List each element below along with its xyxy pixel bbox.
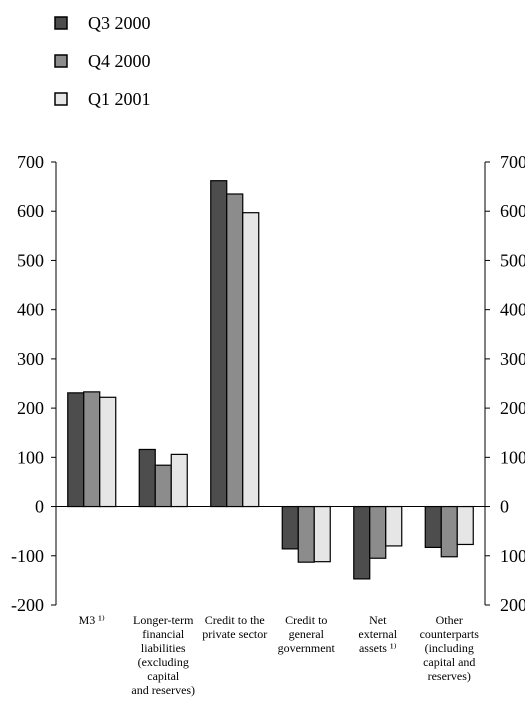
bar-1-6 — [424, 505, 442, 549]
right-tick-label: 300 — [500, 349, 525, 369]
category-label-line: Net — [369, 613, 387, 627]
bar-2-5 — [369, 505, 387, 559]
bar-3-5 — [385, 505, 403, 547]
left-tick-label: 100 — [17, 447, 44, 467]
legend: Q3 2000 Q4 2000 Q1 2001 — [54, 13, 151, 109]
right-tick-label: 100 — [500, 546, 525, 566]
left-tick-label: -100 — [11, 546, 44, 566]
category-label-6: Other counterparts (including capital and re… — [420, 613, 480, 683]
right-tick-label: 700 — [500, 152, 525, 172]
legend-label-3: Q1 2001 — [88, 89, 151, 109]
category-label-line: Other — [436, 613, 463, 627]
bar-1-3 — [210, 180, 228, 508]
right-tick-label: 200 — [500, 398, 525, 418]
bar-1-4 — [281, 505, 299, 550]
category-label-3: Credit to the private sector — [202, 613, 267, 641]
right-tick-label: 0 — [500, 497, 509, 517]
category-label-line: (including — [425, 641, 474, 655]
category-label-4: Credit to general government — [278, 613, 336, 655]
category-label-line: capital and — [423, 655, 475, 669]
bar-2-4 — [297, 505, 315, 563]
bar-1-5 — [353, 505, 371, 580]
category-label-line: private sector — [202, 627, 267, 641]
left-tick-label: 400 — [17, 300, 44, 320]
category-label-line: Credit to — [285, 613, 327, 627]
category-label-line: Credit to the — [205, 613, 265, 627]
category-label-1: M3 ¹⁾ — [79, 613, 105, 627]
bar-2-3 — [226, 193, 244, 508]
left-tick-label: 600 — [17, 201, 44, 221]
legend-swatch-2 — [54, 54, 68, 68]
right-tick-label: 200 — [500, 595, 525, 615]
category-label-line: reserves) — [428, 669, 471, 683]
left-tick-label: 300 — [17, 349, 44, 369]
bar-2-2 — [154, 464, 172, 508]
category-label-line: Longer-term — [133, 613, 194, 627]
axes: 700 700 600 600 500 500 400 400 300 300 200 200 100 1… — [11, 152, 525, 615]
right-tick-label: 600 — [500, 201, 525, 221]
right-tick-label: 100 — [500, 447, 525, 467]
bar-3-2 — [170, 453, 188, 508]
legend-swatch-3 — [54, 92, 68, 106]
left-tick-label: -200 — [11, 595, 44, 615]
category-label-line: external — [358, 627, 397, 641]
bar-3-6 — [456, 505, 474, 546]
bar-3-4 — [313, 505, 331, 563]
bar-3-1 — [99, 396, 117, 508]
left-tick-label: 700 — [17, 152, 44, 172]
category-label-line: assets ¹⁾ — [359, 641, 397, 655]
bar-1-2 — [138, 448, 156, 508]
category-label-line: capital — [147, 669, 180, 683]
category-labels: M3 ¹⁾ Longer-term financial liabilities (exc… — [79, 613, 480, 697]
category-label-line: and reserves) — [131, 683, 195, 697]
category-label-2: Longer-term financial liabilities (excludin… — [131, 613, 195, 697]
left-tick-label: 500 — [17, 250, 44, 270]
category-label-line: liabilities — [141, 641, 186, 655]
category-label-line: (excluding — [138, 655, 189, 669]
legend-swatch-1 — [54, 16, 68, 30]
category-label-line: M3 ¹⁾ — [79, 613, 105, 627]
bar-2-6 — [440, 505, 458, 558]
category-label-5: Net external assets ¹⁾ — [358, 613, 397, 655]
legend-label-1: Q3 2000 — [88, 13, 151, 33]
bar-2-1 — [83, 391, 101, 508]
left-tick-label: 0 — [35, 497, 44, 517]
legend-label-2: Q4 2000 — [88, 51, 151, 71]
category-label-line: financial — [142, 627, 185, 641]
category-label-line: counterparts — [420, 627, 480, 641]
bar-3-3 — [242, 212, 260, 508]
bars — [67, 180, 474, 580]
right-tick-label: 500 — [500, 250, 525, 270]
bar-1-1 — [67, 392, 85, 508]
category-label-line: general — [289, 627, 325, 641]
right-tick-label: 400 — [500, 300, 525, 320]
left-tick-label: 200 — [17, 398, 44, 418]
category-label-line: government — [278, 641, 336, 655]
